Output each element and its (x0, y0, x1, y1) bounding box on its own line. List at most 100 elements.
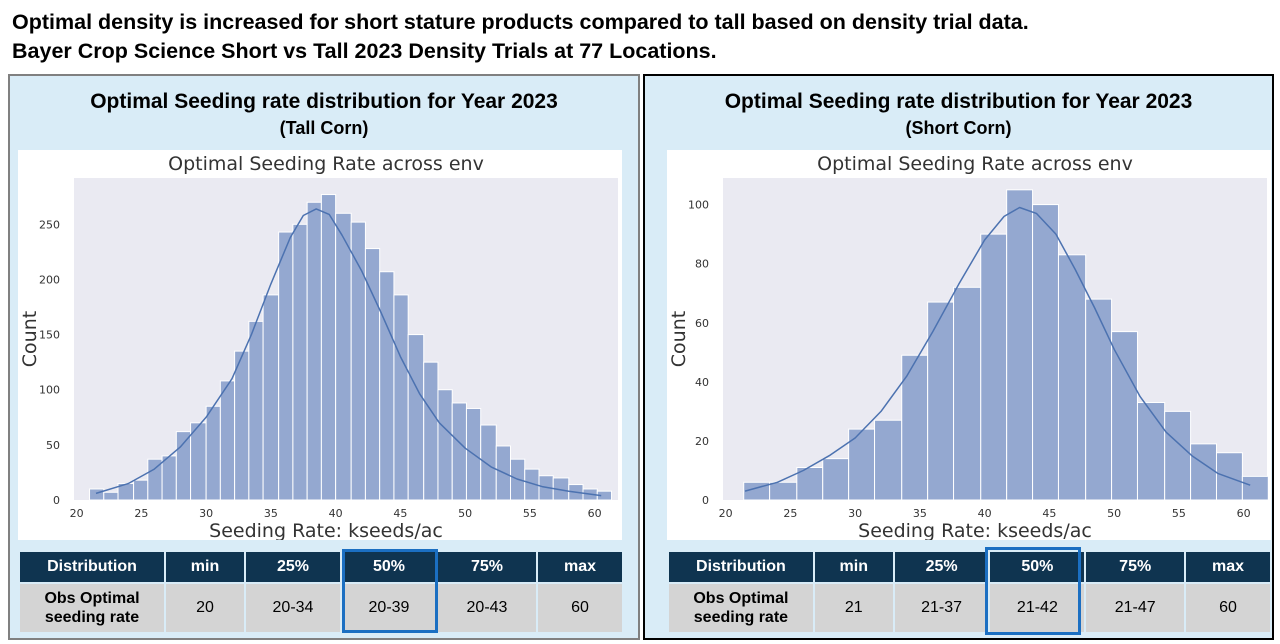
cell-min: 20 (164, 582, 246, 634)
histogram-bar (769, 481, 798, 501)
histogram-bar (1057, 254, 1087, 501)
x-tick-label: 40 (978, 507, 992, 520)
header-min: min (164, 550, 246, 584)
x-axis-label: Seeding Rate: kseeds/ac (209, 520, 443, 540)
table-header-row: Distribution min 25% 50% 75% max (667, 550, 1272, 584)
histogram-bar (1032, 204, 1059, 501)
x-tick-label: 30 (199, 507, 213, 520)
panel-subtitle: (Short Corn) (905, 118, 1012, 138)
x-tick-label: 25 (783, 507, 797, 520)
histogram-bar (407, 334, 425, 501)
table-header-row: Distribution min 25% 50% 75% max (18, 550, 624, 584)
headline-line-1: Optimal density is increased for short s… (12, 10, 1029, 34)
header-75: 75% (436, 550, 538, 584)
histogram-bar (796, 467, 824, 501)
y-tick-label: 200 (39, 273, 60, 286)
histogram-bar (175, 431, 192, 501)
panel-subtitle: (Tall Corn) (279, 118, 369, 138)
y-tick-label: 100 (688, 199, 709, 212)
kde-curve (95, 208, 602, 497)
x-tick-label: 30 (848, 507, 862, 520)
histogram-bar (292, 223, 308, 501)
y-tick-label: 80 (695, 258, 709, 271)
histogram-bar (901, 354, 929, 501)
row-label-line-2: seeding rate (693, 609, 789, 626)
tall-corn-chart: 20 25 30 35 40 45 50 55 60 0 50 100 150 200 250 Optimal… (18, 150, 622, 540)
cell-75: 20-43 (436, 582, 538, 634)
histogram-bar (89, 488, 105, 501)
histogram-bar (1006, 189, 1034, 501)
histogram-bar (234, 350, 250, 501)
x-tick-label: 60 (1237, 507, 1251, 520)
y-tick-label: 100 (39, 384, 60, 397)
x-tick-label: 35 (913, 507, 927, 520)
x-tick-label: 50 (1107, 507, 1121, 520)
histogram-bar (190, 422, 207, 501)
histogram-bar (1085, 298, 1113, 501)
y-tick-label: 150 (39, 329, 60, 342)
short-corn-histogram: 20 25 30 35 40 45 50 55 60 0 20 40 60 80 100 Optimal Se… (668, 153, 1269, 540)
histogram-bar (1136, 402, 1166, 501)
header-max: max (1184, 550, 1272, 584)
cell-max: 60 (536, 582, 624, 634)
cell-max: 60 (1184, 582, 1272, 634)
short-corn-stats-table: Distribution min 25% 50% 75% max Obs Opt… (667, 550, 1272, 634)
x-tick-label: 40 (329, 507, 343, 520)
cell-25: 20-34 (244, 582, 342, 634)
histogram-bar (848, 428, 876, 501)
row-label: Obs Optimal seeding rate (18, 582, 166, 634)
histogram-bar (133, 479, 149, 501)
histogram-bar (1241, 475, 1269, 501)
cell-75: 21-47 (1084, 582, 1187, 634)
y-tick-label: 20 (695, 435, 709, 448)
x-axis-label: Seeding Rate: kseeds/ac (858, 520, 1092, 540)
x-tick-label: 35 (264, 507, 278, 520)
histogram-bar (437, 389, 453, 501)
histogram-bar (1215, 452, 1243, 501)
kde-curve (744, 206, 1251, 492)
x-tick-label: 25 (134, 507, 148, 520)
header-distribution: Distribution (667, 550, 815, 584)
median-highlight-box (342, 549, 438, 633)
header-min: min (812, 550, 895, 584)
y-axis-label: Count (19, 311, 41, 367)
y-tick-label: 250 (39, 218, 60, 231)
histogram-bar (379, 271, 395, 501)
histogram-bar (874, 419, 903, 501)
table-row: Obs Optimal seeding rate 20 20-34 20-39 2… (18, 582, 624, 634)
panel-title: Optimal Seeding rate distribution for Ye… (724, 90, 1193, 113)
histogram-bar (927, 301, 955, 501)
histogram-bar (320, 194, 337, 501)
histogram-bar (248, 320, 264, 501)
y-tick-label: 0 (702, 494, 709, 507)
row-label-line-2: seeding rate (44, 609, 140, 626)
chart-title: Optimal Seeding Rate across env (817, 153, 1133, 175)
y-tick-label: 0 (53, 494, 60, 507)
header-25: 25% (892, 550, 991, 584)
histogram-bar (103, 491, 119, 501)
x-tick-label: 20 (719, 507, 733, 520)
histogram-bar (219, 380, 236, 501)
y-tick-label: 60 (695, 317, 709, 330)
histogram-bar (161, 455, 177, 501)
histogram-bar (364, 248, 381, 501)
histogram-bar (980, 233, 1008, 501)
histogram-bar (1111, 331, 1138, 501)
row-label-line-1: Obs Optimal (693, 590, 789, 607)
histogram-bar (423, 361, 439, 501)
headline-line-2: Bayer Crop Science Short vs Tall 2023 De… (12, 39, 717, 63)
header-50: 50% (988, 550, 1087, 584)
tall-corn-panel: Optimal Seeding rate distribution for Ye… (8, 74, 640, 640)
histogram-bar (480, 424, 497, 501)
tall-corn-histogram: 20 25 30 35 40 45 50 55 60 0 50 100 150 200 250 Optimal… (19, 153, 618, 540)
x-tick-label: 60 (588, 507, 602, 520)
panel-title: Optimal Seeding rate distribution for Ye… (90, 90, 558, 113)
short-corn-chart: 20 25 30 35 40 45 50 55 60 0 20 40 60 80 100 Optimal Se… (667, 150, 1271, 540)
x-tick-label: 55 (1172, 507, 1186, 520)
short-corn-panel: Optimal Seeding rate distribution for Ye… (643, 74, 1274, 640)
histogram-bar (262, 294, 280, 501)
x-tick-label: 50 (458, 507, 472, 520)
cell-50: 21-42 (988, 582, 1087, 634)
median-highlight-box (985, 547, 1081, 635)
chart-title: Optimal Seeding Rate across env (168, 153, 484, 175)
